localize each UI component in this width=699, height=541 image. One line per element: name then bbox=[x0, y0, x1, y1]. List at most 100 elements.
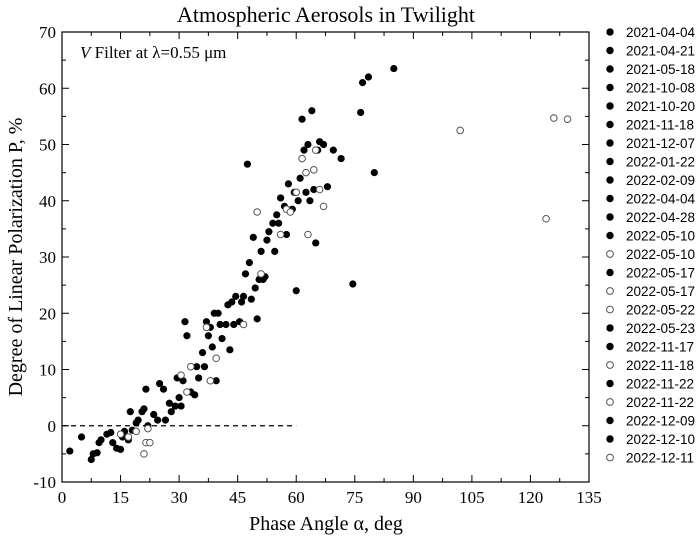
data-point-filled bbox=[245, 259, 253, 267]
y-tick-labels: -10 0 10 20 30 40 50 60 70 bbox=[33, 23, 56, 492]
legend-label: 2022-05-10 bbox=[626, 229, 695, 244]
legend-label: 2021-10-08 bbox=[626, 81, 695, 96]
legend-label: 2022-02-09 bbox=[626, 173, 695, 188]
data-point-filled bbox=[222, 320, 230, 329]
legend-label: 2022-05-23 bbox=[626, 321, 695, 336]
data-point-filled bbox=[150, 410, 158, 419]
data-point-filled bbox=[191, 391, 199, 399]
x-tick-label: 45 bbox=[229, 488, 246, 507]
legend-marker-filled bbox=[606, 28, 614, 36]
legend-label: 2022-05-22 bbox=[626, 303, 695, 318]
legend-label: 2022-11-18 bbox=[626, 358, 694, 373]
data-point-filled bbox=[284, 180, 293, 188]
data-point-filled bbox=[337, 154, 345, 163]
data-point-open bbox=[187, 362, 195, 371]
legend-label: 2021-10-20 bbox=[626, 99, 695, 114]
data-point-filled bbox=[165, 399, 173, 407]
data-point-filled bbox=[292, 287, 300, 295]
legend-label: 2021-12-07 bbox=[626, 136, 695, 151]
legend-label: 2021-05-18 bbox=[626, 62, 695, 77]
data-point-filled bbox=[116, 445, 125, 453]
legend-marker-filled bbox=[606, 324, 614, 332]
y-tick-label: 20 bbox=[39, 304, 56, 323]
legend-label: 2022-04-28 bbox=[626, 210, 695, 225]
data-point-filled bbox=[319, 140, 328, 149]
data-point-filled bbox=[126, 408, 134, 416]
data-point-open bbox=[304, 230, 312, 239]
y-tick-label: 50 bbox=[39, 136, 56, 155]
legend-label: 2022-05-17 bbox=[626, 284, 695, 299]
data-point-filled bbox=[323, 183, 332, 191]
x-tick-label: 0 bbox=[58, 488, 67, 507]
data-point-open bbox=[319, 202, 328, 211]
legend-label: 2022-05-10 bbox=[626, 247, 695, 262]
data-point-filled bbox=[349, 280, 357, 288]
x-tick-label: 90 bbox=[405, 488, 422, 507]
data-point-filled bbox=[249, 233, 257, 241]
data-point-filled bbox=[167, 408, 175, 416]
data-point-filled bbox=[357, 108, 365, 117]
legend-label: 2022-05-17 bbox=[626, 266, 695, 281]
legend-marker-filled bbox=[606, 139, 614, 147]
data-point-filled bbox=[159, 385, 168, 393]
data-point-open bbox=[206, 376, 215, 385]
data-point-filled bbox=[93, 449, 101, 457]
x-tick-label: 15 bbox=[112, 488, 129, 507]
legend-label: 2022-01-22 bbox=[626, 155, 695, 170]
legend-marker-filled bbox=[606, 120, 614, 129]
data-point-open bbox=[202, 323, 211, 332]
y-axis-label: Degree of Linear Polarization P, % bbox=[5, 118, 27, 397]
legend-label: 2021-11-18 bbox=[626, 118, 694, 133]
data-point-open bbox=[146, 438, 154, 447]
data-point-filled bbox=[302, 188, 310, 196]
data-point-filled bbox=[175, 394, 183, 402]
data-point-filled bbox=[296, 174, 304, 182]
data-point-filled bbox=[294, 197, 302, 205]
legend-label: 2022-11-17 bbox=[626, 340, 694, 355]
data-point-filled bbox=[198, 349, 207, 357]
data-point-open bbox=[144, 424, 152, 433]
y-tick-label: 70 bbox=[39, 23, 56, 42]
filter-annotation-italic: V bbox=[80, 43, 93, 62]
legend-marker-filled bbox=[606, 176, 614, 184]
data-point-open bbox=[542, 214, 550, 223]
data-point-open bbox=[292, 188, 301, 197]
data-point-open bbox=[298, 154, 306, 163]
legend-label: 2022-11-22 bbox=[626, 377, 694, 392]
chart-title: Atmospheric Aerosols in Twilight bbox=[177, 2, 475, 27]
data-point-filled bbox=[204, 332, 212, 340]
data-point-open bbox=[177, 371, 185, 379]
legend-marker-open bbox=[606, 250, 614, 258]
data-point-filled bbox=[226, 346, 234, 354]
x-tick-label: 30 bbox=[171, 488, 188, 507]
x-tick-label: 60 bbox=[288, 488, 305, 507]
legend-label: 2022-12-10 bbox=[626, 432, 695, 447]
legend-label: 2022-12-11 bbox=[626, 451, 694, 466]
data-point-filled bbox=[277, 194, 285, 202]
axis-ticks bbox=[61, 31, 590, 483]
data-point-filled bbox=[247, 295, 255, 303]
x-tick-label: 135 bbox=[576, 488, 602, 507]
data-point-filled bbox=[257, 247, 265, 255]
data-point-filled bbox=[232, 292, 240, 300]
legend-marker-filled bbox=[606, 46, 614, 55]
data-point-filled bbox=[304, 140, 312, 149]
data-point-filled bbox=[271, 247, 279, 255]
data-point-filled bbox=[66, 447, 74, 455]
data-point-filled bbox=[273, 211, 281, 219]
data-point-filled bbox=[161, 416, 170, 424]
legend-label: 2022-12-09 bbox=[626, 414, 695, 429]
data-point-filled bbox=[154, 416, 162, 424]
data-point-filled bbox=[298, 115, 306, 123]
data-point-open bbox=[257, 270, 265, 278]
y-tick-label: -10 bbox=[33, 473, 56, 492]
data-point-open bbox=[116, 430, 125, 438]
data-point-filled bbox=[390, 64, 398, 73]
legend-marker-filled bbox=[606, 157, 614, 166]
legend-label: 2021-04-04 bbox=[626, 25, 696, 40]
data-point-filled bbox=[228, 298, 236, 306]
data-point-filled bbox=[195, 374, 203, 382]
legend-marker-filled bbox=[606, 83, 614, 92]
data-point-open bbox=[286, 208, 295, 216]
data-point-filled bbox=[329, 146, 337, 154]
